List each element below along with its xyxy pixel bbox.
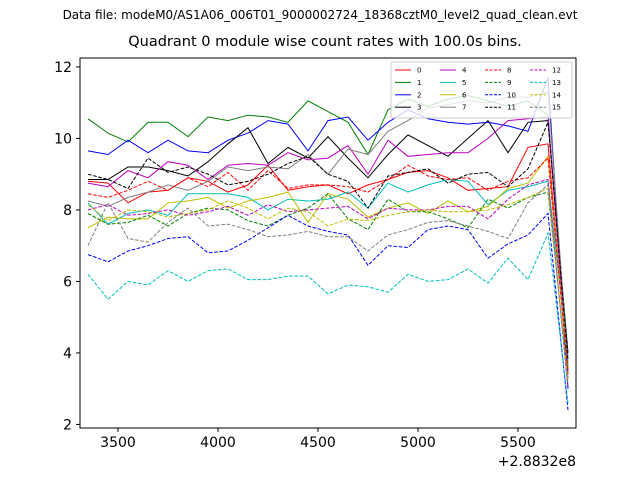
legend-label-1: 1 <box>417 79 421 87</box>
legend-label-4: 4 <box>462 67 467 75</box>
legend-label-15: 15 <box>552 104 561 112</box>
series-line-12 <box>87 178 569 389</box>
series-line-4 <box>87 116 569 371</box>
suptitle: Data file: modeM0/AS1A06_006T01_90000027… <box>62 8 578 22</box>
series-line-14 <box>87 187 569 382</box>
x-tick-label: 5500 <box>500 435 536 451</box>
x-tick-label: 4500 <box>300 435 336 451</box>
legend-label-3: 3 <box>417 104 421 112</box>
y-tick-label: 10 <box>54 131 72 147</box>
legend-label-13: 13 <box>552 79 561 87</box>
y-tick-label: 12 <box>54 60 72 76</box>
y-axis: 2 4 6 8 10 12 <box>54 60 80 433</box>
y-tick-label: 6 <box>63 274 72 290</box>
legend-label-7: 7 <box>462 104 466 112</box>
legend-label-8: 8 <box>507 67 511 75</box>
plot-background <box>80 58 576 428</box>
legend-label-0: 0 <box>417 67 421 75</box>
legend-label-9: 9 <box>507 79 511 87</box>
x-offset-label: +2.8832e8 <box>498 454 576 470</box>
series-line-8 <box>87 157 569 371</box>
series-layer <box>87 77 569 411</box>
series-line-5 <box>87 178 569 357</box>
series-line-15 <box>87 183 569 386</box>
legend-label-2: 2 <box>417 91 421 99</box>
y-tick-label: 8 <box>63 203 72 219</box>
series-line-2 <box>87 77 569 389</box>
series-line-11 <box>87 122 569 361</box>
plot-frame <box>79 57 577 429</box>
y-tick-label: 2 <box>63 417 72 433</box>
series-line-9 <box>87 191 569 379</box>
chart-title: Quadrant 0 module wise count rates with … <box>128 34 522 50</box>
y-tick-label: 4 <box>63 346 72 362</box>
series-line-13 <box>87 231 569 404</box>
legend-box <box>390 61 573 119</box>
x-tick-label: 5000 <box>400 435 436 451</box>
x-tick-label: 3500 <box>100 435 136 451</box>
x-axis: 3500 4000 4500 5000 5500 <box>100 428 536 451</box>
legend-label-6: 6 <box>462 91 467 99</box>
series-line-10 <box>87 212 569 411</box>
legend-label-10: 10 <box>507 91 516 99</box>
series-line-3 <box>88 119 569 353</box>
legend-label-5: 5 <box>462 79 466 87</box>
x-tick-label: 4000 <box>200 435 236 451</box>
legend-label-11: 11 <box>507 104 516 112</box>
legend-label-12: 12 <box>552 67 561 75</box>
legend-label-14: 14 <box>552 91 561 99</box>
